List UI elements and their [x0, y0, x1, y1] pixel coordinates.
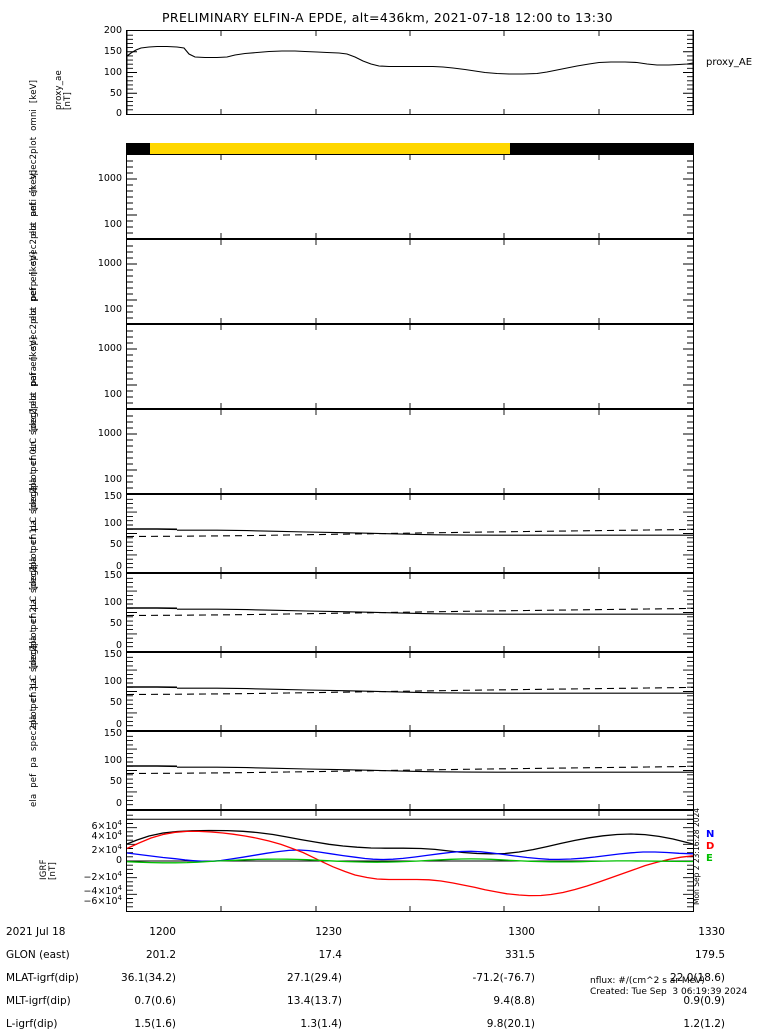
cell-mlt-1300: 9.4(8.8) [493, 995, 535, 1008]
page-title: PRELIMINARY ELFIN-A EPDE, alt=436km, 202… [161, 10, 614, 25]
cell-time-1330: 1330 [698, 925, 725, 938]
ytick-pa-ch1lc-0: 0 [115, 640, 122, 651]
ytick-pa-ch1lc-150: 150 [103, 570, 122, 581]
ytick-en-perp-100: 100 [103, 389, 122, 400]
cell-mlat-1300: -71.2(-76.7) [472, 971, 535, 984]
right-label-proxy-ae: proxy_AE [706, 57, 753, 68]
ytick-en-perp-1000: 1000 [97, 343, 122, 354]
pa-ch1lc-plot [127, 574, 693, 651]
table-row-labels: 2021 Jul 18 GLON (east) MLAT-igrf(dip) M… [6, 915, 79, 1031]
ytick-pa-ch2lc-150: 150 [103, 649, 122, 660]
ytick-pa-ch0lc-100: 100 [103, 518, 122, 529]
panel-proxy-ae [126, 30, 694, 115]
ytick-en-para-100: 100 [103, 474, 122, 485]
table-label-date: 2021 Jul 18 [6, 925, 66, 938]
orbit-status-bar [126, 143, 694, 154]
cell-lshell-1200: 1.5(1.6) [134, 1018, 176, 1031]
igrf-plot [127, 811, 693, 911]
panel-pa-ch3lc [126, 731, 694, 810]
cell-glon-1200: 201.2 [145, 948, 176, 961]
cell-time-1230: 1230 [315, 925, 342, 938]
ytick-en-anti-1000: 1000 [97, 258, 122, 269]
ytick-pa-ch3lc-50: 50 [109, 776, 122, 787]
panel-igrf [126, 810, 694, 912]
ytick-igrf-neg6e4: −6×104 [83, 894, 122, 908]
cell-mlt-1200: 0.7(0.6) [134, 995, 176, 1008]
en-anti-plot [127, 240, 693, 323]
panel-en-anti [126, 239, 694, 324]
cell-mlat-1200: 36.1(34.2) [121, 971, 176, 984]
ytick-proxy-ae-0: 0 [115, 108, 122, 119]
ytick-pa-ch1lc-50: 50 [109, 618, 122, 629]
cell-glon-1330: 179.5 [694, 948, 725, 961]
ytick-igrf-neg4e4: −4×104 [83, 884, 122, 898]
table-column-1200: 1200 201.2 36.1(34.2) 0.7(0.6) 1.5(1.6) [86, 915, 176, 1031]
ytick-igrf-pos4e4: 4×104 [91, 829, 122, 843]
table-label-glon: GLON (east) [6, 948, 70, 961]
panel-pa-ch1lc [126, 573, 694, 652]
panel-en-omni [126, 154, 694, 239]
footer-nflux: nflux: #/(cm^2 s ar MeV) [590, 976, 705, 986]
table-label-mlt: MLT-igrf(dip) [6, 995, 71, 1008]
en-perp-plot [127, 325, 693, 408]
panel-en-para [126, 409, 694, 494]
ytick-en-anti-100: 100 [103, 304, 122, 315]
ytick-en-para-1000: 1000 [97, 428, 122, 439]
cell-mlt-1230: 13.4(13.7) [287, 995, 342, 1008]
cell-glon-1230: 17.4 [318, 948, 342, 961]
ytick-pa-ch0lc-150: 150 [103, 491, 122, 502]
panel-pa-ch3lc-ylabel: ela pef pa spec2plot ch3LC [deg] [29, 645, 39, 807]
ytick-proxy-ae-50: 50 [109, 88, 122, 99]
table-column-1330: 1330 179.5 22.0(18.6) 0.9(0.9) 1.2(1.2) [630, 915, 725, 1031]
igrf-legend-n: N [706, 829, 715, 840]
cell-mlat-1230: 27.1(29.4) [287, 971, 342, 984]
pa-ch0lc-plot [127, 495, 693, 572]
ytick-pa-ch0lc-50: 50 [109, 539, 122, 550]
ytick-igrf-pos2e4: 2×104 [91, 843, 122, 857]
panel-pa-ch0lc [126, 494, 694, 573]
cell-lshell-1300: 9.8(20.1) [486, 1018, 535, 1031]
ytick-pa-ch0lc-0: 0 [115, 561, 122, 572]
orbit-status-bar-highlight [150, 143, 510, 154]
cell-lshell-1330: 1.2(1.2) [683, 1018, 725, 1031]
table-column-1300: 1300 331.5 -71.2(-76.7) 9.4(8.8) 9.8(20.… [440, 915, 535, 1031]
ytick-pa-ch2lc-50: 50 [109, 697, 122, 708]
cell-time-1200: 1200 [149, 925, 176, 938]
ytick-pa-ch1lc-100: 100 [103, 597, 122, 608]
table-label-lshell: L-igrf(dip) [6, 1018, 58, 1031]
panel-igrf-ylabel: IGRF [nT] [39, 859, 58, 880]
ytick-proxy-ae-100: 100 [103, 67, 122, 78]
ytick-en-omni-1000: 1000 [97, 173, 122, 184]
cell-glon-1300: 331.5 [504, 948, 535, 961]
cell-lshell-1230: 1.3(1.4) [300, 1018, 342, 1031]
igrf-legend-e: E [706, 853, 713, 864]
ytick-pa-ch2lc-100: 100 [103, 676, 122, 687]
footer-created: Created: Tue Sep 3 06:19:39 2024 [590, 987, 748, 997]
ytick-en-omni-100: 100 [103, 219, 122, 230]
ytick-proxy-ae-200: 200 [103, 25, 122, 36]
table-column-1230: 1230 17.4 27.1(29.4) 13.4(13.7) 1.3(1.4) [252, 915, 342, 1031]
table-label-mlat: MLAT-igrf(dip) [6, 971, 79, 984]
panel-proxy-ae-ylabel: proxy_ae [nT] [54, 70, 73, 110]
ytick-igrf-zero: 0 [115, 855, 122, 866]
pa-ch3lc-plot [127, 732, 693, 809]
panel-en-perp [126, 324, 694, 409]
igrf-legend-d: D [706, 841, 715, 852]
ytick-pa-ch3lc-100: 100 [103, 755, 122, 766]
cell-time-1300: 1300 [508, 925, 535, 938]
panel-pa-ch2lc [126, 652, 694, 731]
ytick-pa-ch3lc-0: 0 [115, 798, 122, 809]
pa-ch2lc-plot [127, 653, 693, 730]
ytick-pa-ch2lc-0: 0 [115, 719, 122, 730]
en-omni-plot [127, 155, 693, 238]
ytick-igrf-pos6e4: 6×104 [91, 819, 122, 833]
ytick-pa-ch3lc-150: 150 [103, 728, 122, 739]
en-para-plot [127, 410, 693, 493]
igrf-created-timestamp: Mon Sep 2 23:16:28 2024 [692, 807, 701, 905]
cell-mlat-1330: 22.0(18.6) [670, 971, 725, 984]
ytick-proxy-ae-150: 150 [103, 46, 122, 57]
ytick-igrf-neg2e4: −2×104 [83, 870, 122, 884]
proxy-ae-plot [127, 31, 693, 114]
